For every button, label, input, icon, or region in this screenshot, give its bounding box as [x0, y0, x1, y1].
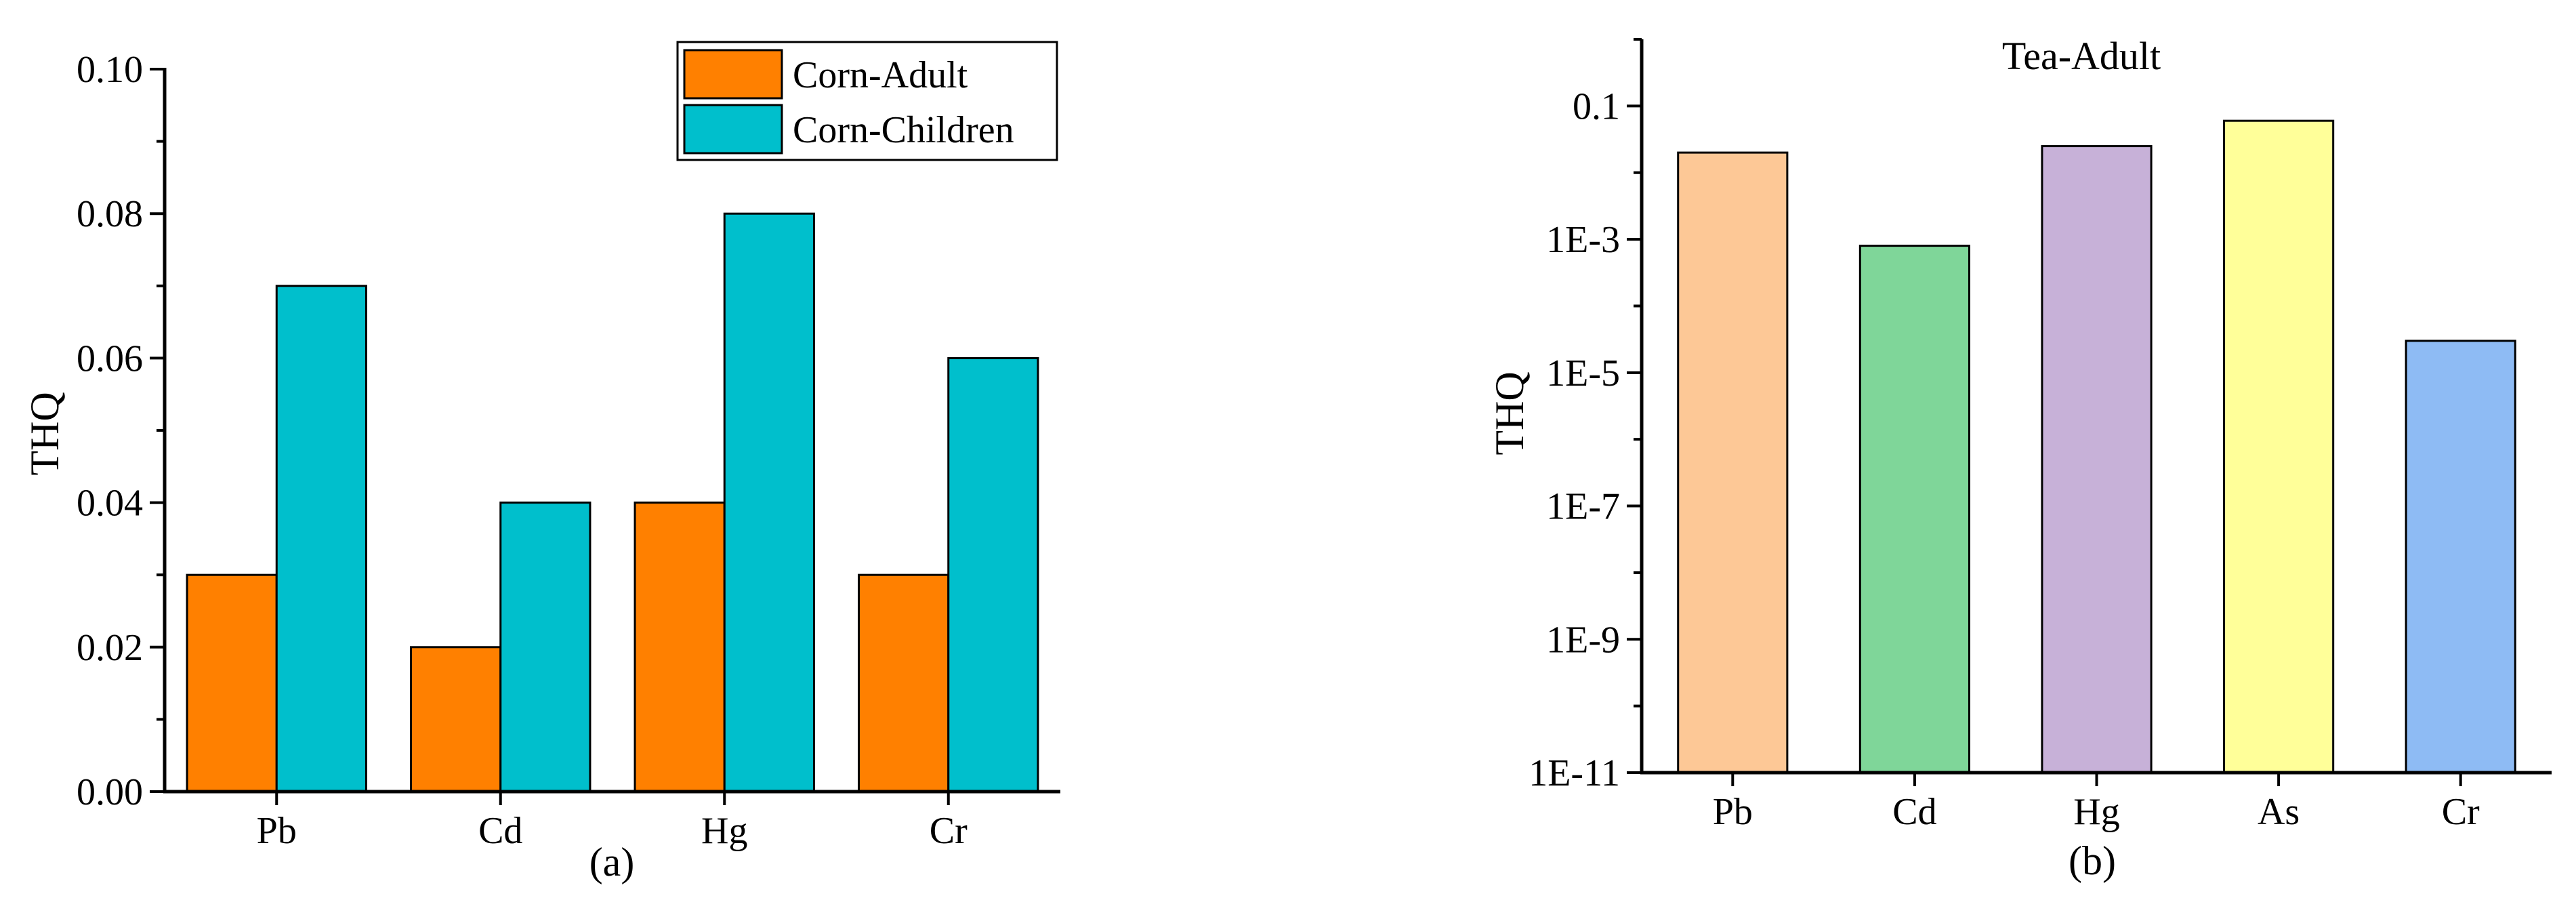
- panel-b-y-tick-label: 1E-3: [1546, 219, 1620, 261]
- legend-swatch-corn-children: [683, 104, 783, 155]
- panel-b-label: (b): [2069, 838, 2116, 883]
- panel-a-y-tick-label: 0.06: [77, 338, 143, 380]
- bar-corn-adult-cd: [410, 646, 502, 793]
- bar-tea-adult-hg: [2041, 145, 2153, 774]
- panel-a-label: (a): [589, 840, 635, 884]
- panel-b-y-tick-label: 0.1: [1573, 85, 1620, 127]
- panel-a-y-tick-label: 0.02: [77, 627, 143, 669]
- panel-a-y-tick-label: 0.04: [77, 483, 143, 525]
- panel-a-y-tick-label: 0.10: [77, 49, 143, 91]
- panel-b-x-tick-label-hg: Hg: [2073, 791, 2119, 833]
- panel-b-x-tick-label-cr: Cr: [2442, 791, 2480, 833]
- panel-b-x-tick-labels: Pb Cd Hg As Cr: [1713, 773, 2480, 833]
- panel-b-y-tick-label: 1E-9: [1546, 619, 1620, 661]
- panel-a-x-tick-labels: Pb Cd Hg Cr: [257, 792, 968, 852]
- panel-a-corn-thq-chart: THQ 0.00 0.02 0.04 0.06 0.08 0.10 Pb Cd Hg Cr (a…: [22, 41, 1060, 884]
- panel-b-bars: [1677, 119, 2516, 774]
- panel-b-y-tick-label: 1E-5: [1546, 352, 1620, 394]
- bar-corn-adult-hg: [633, 502, 726, 793]
- panel-a-x-tick-label-pb: Pb: [257, 810, 297, 852]
- bar-tea-adult-as: [2223, 119, 2335, 774]
- legend-label-corn-adult: Corn-Adult: [793, 54, 968, 96]
- panel-a-x-tick-label-cr: Cr: [930, 810, 968, 852]
- panel-b-tea-thq-chart: THQ Tea-Adult 1E-11 1E-9 1E-7 1E-5 1E-3 0.1 P…: [1487, 34, 2552, 883]
- legend-swatch-corn-adult: [683, 49, 783, 100]
- panel-a-bars: [186, 212, 1039, 793]
- panel-a-y-tick-label: 0.00: [77, 771, 143, 813]
- panel-b-y-axis-title: THQ: [1487, 371, 1532, 455]
- bar-corn-children-hg: [723, 212, 815, 793]
- panel-a-y-tick-label: 0.08: [77, 193, 143, 235]
- panel-a-x-tick-label-hg: Hg: [701, 810, 747, 852]
- panel-b-x-tick-label-as: As: [2258, 791, 2300, 833]
- panel-b-y-tick-label: 1E-11: [1529, 752, 1620, 794]
- panel-b-title: Tea-Adult: [2002, 34, 2161, 78]
- bar-tea-adult-pb: [1677, 151, 1789, 774]
- panel-a-y-ticks: 0.00 0.02 0.04 0.06 0.08 0.10: [77, 49, 165, 813]
- bar-corn-children-pb: [275, 285, 367, 793]
- bar-corn-adult-pb: [186, 573, 278, 793]
- panel-b-y-tick-label: 1E-7: [1546, 486, 1620, 528]
- panel-b-x-tick-label-pb: Pb: [1713, 791, 1753, 833]
- panel-a-y-axis-title: THQ: [22, 392, 67, 475]
- panel-b-x-tick-label-cd: Cd: [1892, 791, 1936, 833]
- bar-corn-adult-cr: [858, 573, 950, 793]
- bar-tea-adult-cd: [1858, 245, 1970, 774]
- panel-b-y-ticks: 1E-11 1E-9 1E-7 1E-5 1E-3 0.1: [1529, 38, 1642, 794]
- bar-corn-children-cr: [947, 356, 1039, 793]
- panel-a-legend: Corn-Adult Corn-Children: [676, 41, 1058, 161]
- bar-tea-adult-cr: [2405, 340, 2516, 774]
- legend-label-corn-children: Corn-Children: [793, 109, 1014, 151]
- bar-corn-children-cd: [499, 502, 591, 793]
- panel-a-x-tick-label-cd: Cd: [478, 810, 522, 852]
